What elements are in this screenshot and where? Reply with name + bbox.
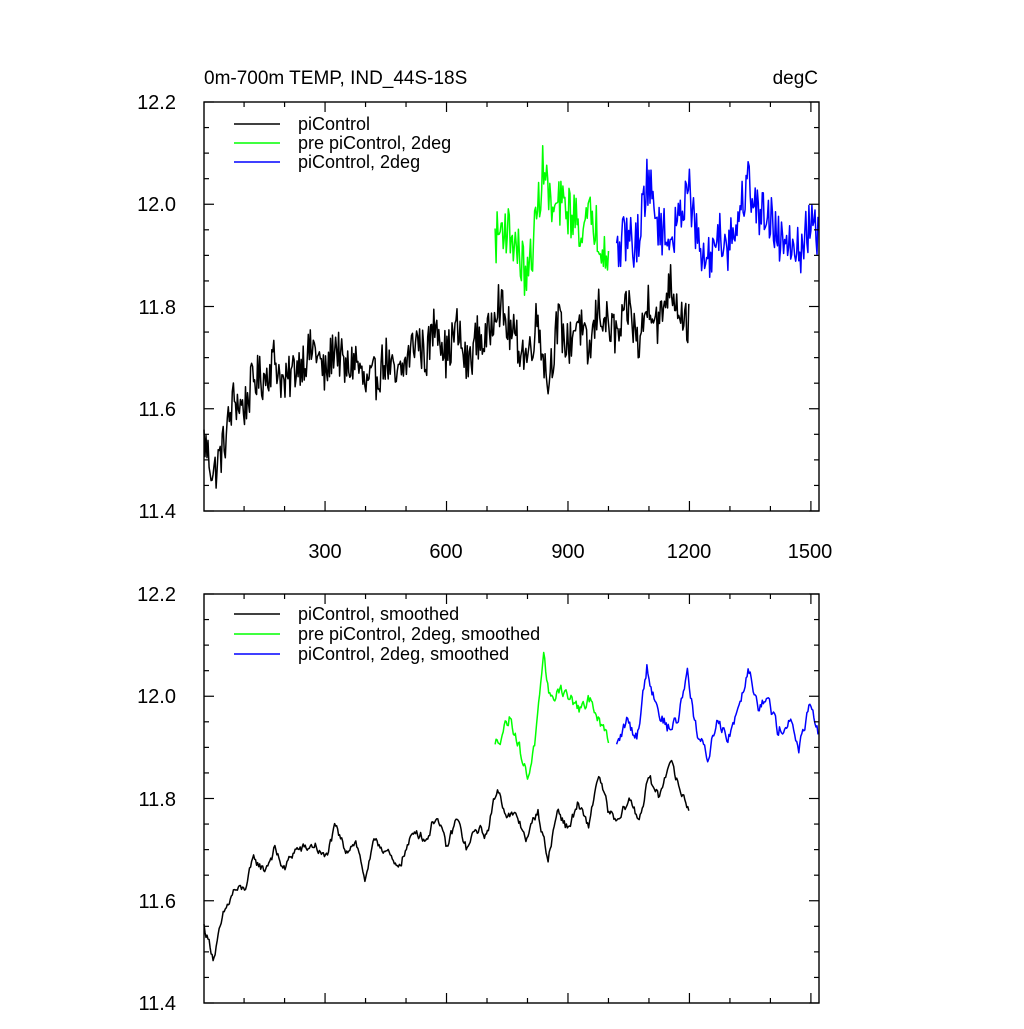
series-line-picontrol <box>203 264 690 489</box>
bottom-plot-frame <box>203 593 820 1004</box>
bottom-y-tick-label: 11.6 <box>139 891 176 913</box>
top-title: 0m-700m TEMP, IND_44S-18S <box>204 68 467 89</box>
bottom-legend: piControl, smoothed pre piControl, 2deg,… <box>234 604 540 664</box>
top-panel: 0m-700m TEMP, IND_44S-18S degC 11.4 11.6… <box>137 68 832 563</box>
bottom-panel: 11.4 11.6 11.8 12.0 12.2 piControl, smoo… <box>137 584 820 1015</box>
top-y-tick-label: 11.4 <box>139 501 176 523</box>
top-y-tick-label: 11.6 <box>139 399 176 421</box>
series-line-pre-picontrol-2deg-smoothed <box>494 651 610 780</box>
series-line-picontrol-smoothed <box>203 759 690 962</box>
bottom-y-tick-label: 12.0 <box>137 686 176 708</box>
top-x-tick-label: 300 <box>308 541 341 563</box>
legend-label-picontrol: piControl <box>298 114 370 134</box>
top-x-tick-label: 1500 <box>788 541 833 563</box>
bottom-y-tick-label: 12.2 <box>137 584 176 606</box>
bottom-y-tick-label: 11.4 <box>139 993 176 1015</box>
top-legend: piControl pre piControl, 2deg piControl,… <box>234 114 451 172</box>
series-line-picontrol-2deg <box>615 158 819 279</box>
series-line-pre-picontrol-2deg <box>494 144 610 296</box>
top-series-group <box>203 144 819 489</box>
legend-label-picontrol-smoothed: piControl, smoothed <box>298 604 459 624</box>
legend-label-picontrol-2deg-smoothed: piControl, 2deg, smoothed <box>298 644 509 664</box>
top-y-tick-label: 11.8 <box>139 297 176 319</box>
top-x-tick-label: 600 <box>429 541 462 563</box>
bottom-series-group <box>203 651 819 962</box>
top-y-tick-label: 12.0 <box>137 194 176 216</box>
top-x-tick-label: 900 <box>551 541 584 563</box>
top-axis-ticks <box>204 101 819 512</box>
legend-label-pre-picontrol-smoothed: pre piControl, 2deg, smoothed <box>298 624 540 644</box>
top-y-tick-label: 12.2 <box>137 92 176 114</box>
legend-label-picontrol-2deg: piControl, 2deg <box>298 152 420 172</box>
top-plot-frame <box>203 101 820 512</box>
bottom-y-tick-label: 11.8 <box>139 789 176 811</box>
series-line-picontrol-2deg-smoothed <box>615 663 819 763</box>
legend-label-pre-picontrol: pre piControl, 2deg <box>298 133 451 153</box>
top-units: degC <box>773 68 818 89</box>
bottom-axis-ticks <box>204 593 819 1004</box>
top-x-tick-label: 1200 <box>667 541 712 563</box>
